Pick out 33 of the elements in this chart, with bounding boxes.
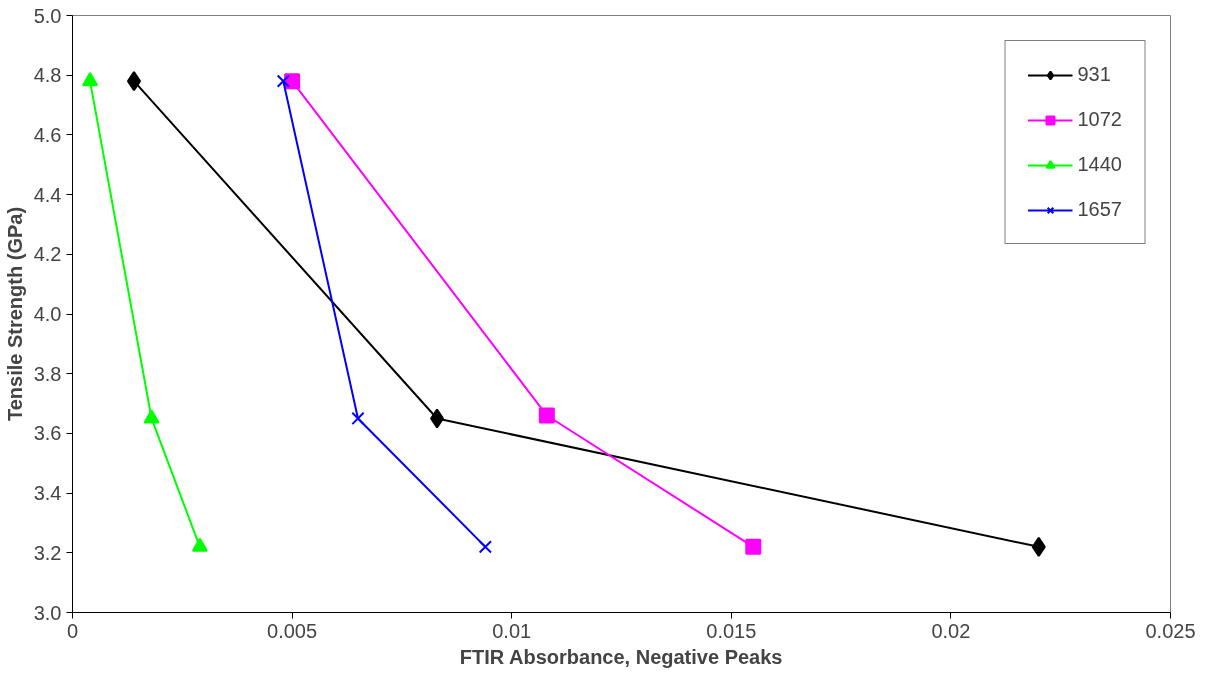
x-tick-label: 0.01 <box>492 619 532 642</box>
y-tick-label: 5.0 <box>33 4 62 27</box>
legend-label: 1072 <box>1077 108 1122 131</box>
point <box>82 72 99 87</box>
x-tick-label: 0.02 <box>931 619 971 642</box>
y-tick-label: 3.0 <box>33 601 62 624</box>
legend-label: 1657 <box>1077 198 1122 221</box>
legend-label: 1440 <box>1077 153 1122 176</box>
point <box>745 538 762 555</box>
y-tick-label: 4.0 <box>33 303 62 325</box>
x-axis-title: FTIR Absorbance, Negative Peaks <box>459 645 783 668</box>
point <box>143 409 160 424</box>
y-tick-label: 3.8 <box>33 362 62 385</box>
point <box>478 540 492 554</box>
legend-label: 931 <box>1077 63 1111 86</box>
y-tick-label: 3.2 <box>33 541 62 564</box>
y-tick-label: 3.4 <box>33 482 62 505</box>
y-axis-title: Tensile Strength (GPa) <box>3 206 26 422</box>
y-tick-label: 4.8 <box>33 64 62 87</box>
x-tick-label: 0 <box>66 619 79 642</box>
y-tick-label: 4.6 <box>33 123 62 146</box>
y-tick-label: 4.2 <box>33 243 62 266</box>
point <box>538 407 555 424</box>
x-tick-label: 0.015 <box>706 619 757 642</box>
point <box>126 71 141 92</box>
y-tick-label: 4.4 <box>33 183 62 206</box>
x-tick-label: 0.005 <box>267 619 318 642</box>
point <box>1031 536 1046 557</box>
y-tick-label: 3.6 <box>33 422 62 445</box>
point <box>430 408 445 429</box>
x-tick-label: 0.025 <box>1145 619 1196 642</box>
point <box>276 74 290 88</box>
point <box>351 411 365 426</box>
